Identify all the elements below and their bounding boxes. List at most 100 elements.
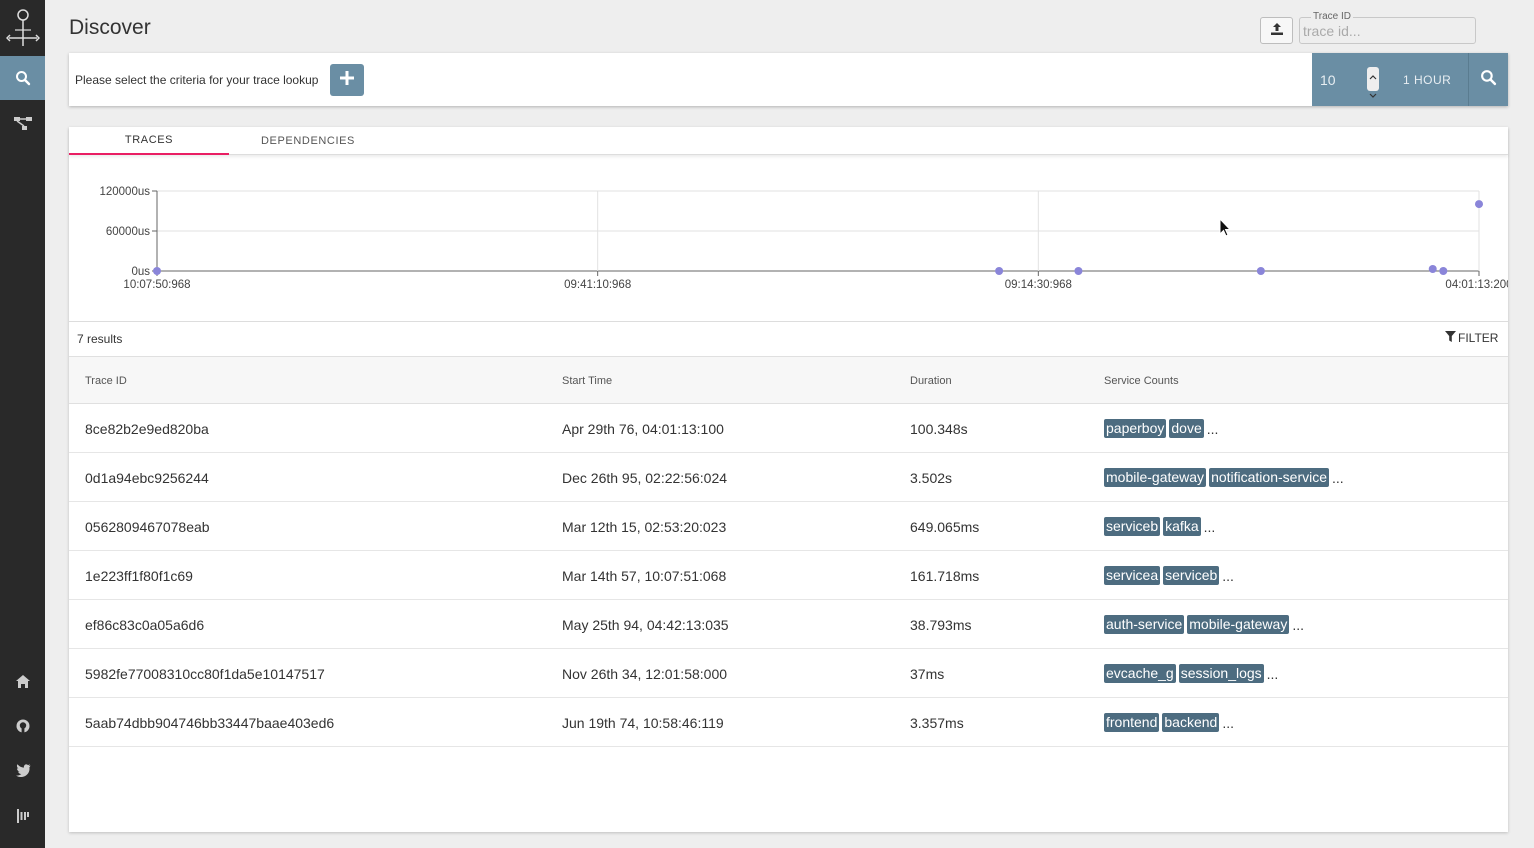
x-tick-label: 09:14:30:968 xyxy=(1005,279,1072,291)
upload-json-button[interactable] xyxy=(1260,17,1293,44)
duration-cell: 3.357ms xyxy=(910,715,964,731)
search-controls: 10 1 HOUR xyxy=(1312,53,1508,106)
start-time-cell: Nov 26th 34, 12:01:58:000 xyxy=(562,666,728,682)
service-counts-cell: mobile-gateway notification-service... xyxy=(1104,468,1344,487)
duration-cell: 37ms xyxy=(910,666,945,682)
page-title: Discover xyxy=(69,16,151,39)
duration-cell: 649.065ms xyxy=(910,519,980,535)
table-body: 8ce82b2e9ed820ba Apr 29th 76, 04:01:13:10… xyxy=(69,404,1508,747)
start-time-cell: Mar 12th 15, 02:53:20:023 xyxy=(562,519,727,535)
start-time-cell: Dec 26th 95, 02:22:56:024 xyxy=(562,470,728,486)
chevron-up-icon[interactable] xyxy=(1369,67,1377,85)
plus-icon xyxy=(340,70,354,90)
x-tick-label: 04:01:13:200 xyxy=(1445,279,1508,291)
search-icon xyxy=(1480,69,1497,91)
tab-bar: TRACES DEPENDENCIES xyxy=(69,127,1508,155)
start-time-cell: Apr 29th 76, 04:01:13:100 xyxy=(562,421,724,437)
service-counts-cell: servicea serviceb... xyxy=(1104,566,1234,585)
column-service-counts[interactable]: Service Counts xyxy=(1104,375,1179,387)
start-time-cell: Jun 19th 74, 10:58:46:119 xyxy=(562,715,724,731)
limit-stepper[interactable] xyxy=(1367,67,1379,98)
gitter-icon xyxy=(16,809,29,823)
trace-id-label: Trace ID xyxy=(1311,11,1353,22)
filter-button[interactable]: FILTER xyxy=(1445,331,1498,345)
table-header: Trace ID Start Time Duration Service Cou… xyxy=(69,356,1508,404)
trace-point xyxy=(1256,267,1265,275)
search-button[interactable] xyxy=(1468,53,1508,106)
dependencies-icon xyxy=(13,115,33,131)
service-counts-cell: frontend backend... xyxy=(1104,713,1234,732)
service-counts-cell: serviceb kafka... xyxy=(1104,517,1215,536)
nav-twitter[interactable] xyxy=(0,748,45,792)
trace-point xyxy=(1439,267,1448,275)
filter-icon xyxy=(1445,331,1456,345)
duration-cell: 3.502s xyxy=(910,470,953,486)
service-badge: auth-service xyxy=(1104,615,1185,634)
table-row[interactable]: 5982fe77008310cc80f1da5e10147517 Nov 26th… xyxy=(69,649,1508,698)
x-tick-label: 09:41:10:968 xyxy=(564,279,631,291)
chevron-down-icon[interactable] xyxy=(1369,85,1377,103)
table-row[interactable]: 5aab74dbb904746bb33447baae403ed6 Jun 19th… xyxy=(69,698,1508,747)
service-counts-cell: auth-service mobile-gateway... xyxy=(1104,615,1304,634)
more-services-ellipsis: ... xyxy=(1266,665,1279,682)
service-counts-cell: evcache_g session_logs... xyxy=(1104,664,1278,683)
trace-id-cell: ef86c83c0a05a6d6 xyxy=(85,617,205,633)
lookback-select[interactable]: 1 HOUR xyxy=(1403,73,1452,87)
service-badge: paperboy xyxy=(1104,419,1167,438)
duration-cell: 100.348s xyxy=(910,421,968,437)
trace-id-cell: 0562809467078eab xyxy=(85,519,210,535)
logo-icon[interactable] xyxy=(0,0,45,55)
column-duration[interactable]: Duration xyxy=(910,375,952,387)
y-tick-label: 60000us xyxy=(106,226,150,238)
service-badge: dove xyxy=(1169,419,1204,438)
service-badge: backend xyxy=(1162,713,1220,732)
trace-point xyxy=(153,267,161,275)
nav-home[interactable] xyxy=(0,659,45,703)
tab-dependencies[interactable]: DEPENDENCIES xyxy=(261,135,355,147)
more-services-ellipsis: ... xyxy=(1206,420,1219,437)
nav-github[interactable] xyxy=(0,704,45,748)
column-start-time[interactable]: Start Time xyxy=(562,375,613,387)
duration-cell: 161.718ms xyxy=(910,568,980,584)
service-badge: frontend xyxy=(1104,713,1160,732)
tab-traces[interactable]: TRACES xyxy=(69,127,229,155)
trace-point xyxy=(995,267,1004,275)
start-time-cell: Mar 14th 57, 10:07:51:068 xyxy=(562,568,727,584)
service-badge: servicea xyxy=(1104,566,1161,585)
service-badge: serviceb xyxy=(1104,517,1161,536)
github-icon xyxy=(16,719,30,733)
trace-id-input[interactable] xyxy=(1301,21,1473,41)
nav-search[interactable] xyxy=(0,56,45,100)
more-services-ellipsis: ... xyxy=(1203,518,1216,535)
more-services-ellipsis: ... xyxy=(1292,616,1304,633)
nav-gitter[interactable] xyxy=(0,794,45,838)
table-row[interactable]: 0562809467078eab Mar 12th 15, 02:53:20:02… xyxy=(69,502,1508,551)
more-services-ellipsis: ... xyxy=(1222,567,1234,584)
home-icon xyxy=(15,674,31,689)
service-badge: session_logs xyxy=(1178,664,1264,683)
nav-dependencies[interactable] xyxy=(0,101,45,145)
trace-point xyxy=(1074,267,1083,275)
table-row[interactable]: 8ce82b2e9ed820ba Apr 29th 76, 04:01:13:10… xyxy=(69,404,1508,453)
limit-input[interactable]: 10 xyxy=(1320,72,1336,88)
trace-id-cell: 5982fe77008310cc80f1da5e10147517 xyxy=(85,666,325,682)
table-row[interactable]: 0d1a94ebc9256244 Dec 26th 95, 02:22:56:02… xyxy=(69,453,1508,502)
column-trace-id[interactable]: Trace ID xyxy=(85,375,127,387)
more-services-ellipsis: ... xyxy=(1332,469,1344,486)
results-panel: TRACES DEPENDENCIES 120000us 60000us 0us 10… xyxy=(69,127,1508,832)
trace-id-cell: 1e223ff1f80f1c69 xyxy=(85,568,193,584)
search-icon xyxy=(15,70,31,86)
y-tick-label: 0us xyxy=(131,266,150,278)
sidebar xyxy=(0,0,45,848)
table-row[interactable]: 1e223ff1f80f1c69 Mar 14th 57, 10:07:51:06… xyxy=(69,551,1508,600)
start-time-cell: May 25th 94, 04:42:13:035 xyxy=(562,617,729,633)
table-row[interactable]: ef86c83c0a05a6d6 May 25th 94, 04:42:13:03… xyxy=(69,600,1508,649)
add-criteria-button[interactable] xyxy=(330,64,364,96)
trace-point xyxy=(1428,265,1437,273)
upload-icon xyxy=(1270,22,1283,40)
service-badge: kafka xyxy=(1163,517,1201,536)
twitter-icon xyxy=(15,763,31,777)
trace-id-cell: 0d1a94ebc9256244 xyxy=(85,470,209,486)
service-badge: mobile-gateway xyxy=(1187,615,1290,634)
